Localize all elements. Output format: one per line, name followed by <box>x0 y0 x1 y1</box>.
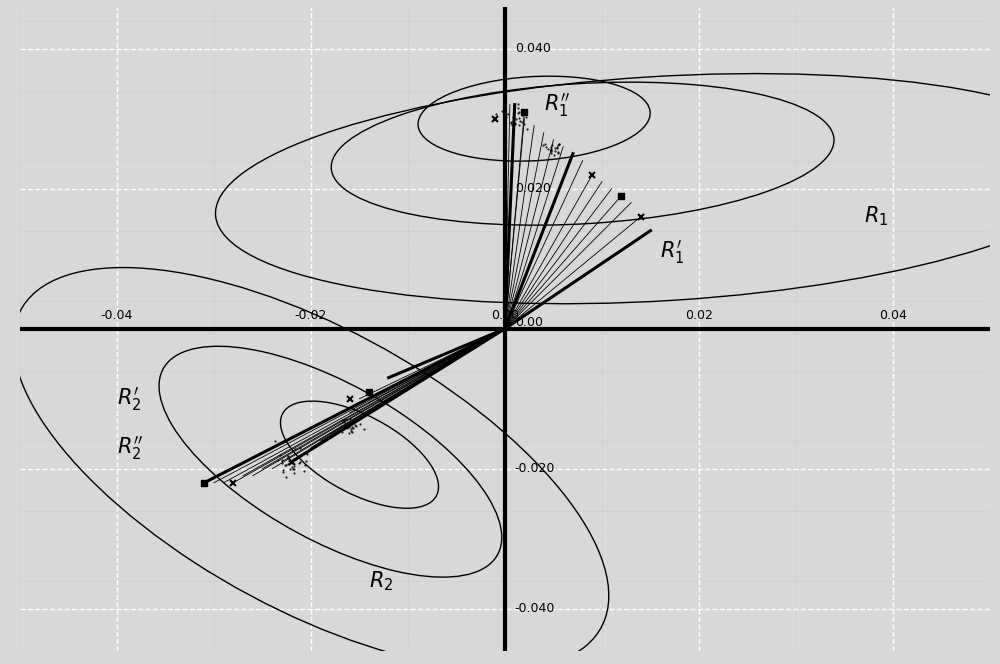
Text: -0.02: -0.02 <box>295 309 327 321</box>
Text: -0.040: -0.040 <box>515 602 555 616</box>
Text: 0.00: 0.00 <box>515 315 543 329</box>
Text: -0.020: -0.020 <box>515 462 555 475</box>
Text: 0.040: 0.040 <box>515 42 551 55</box>
Text: $R_2'$: $R_2'$ <box>117 384 141 413</box>
Text: $R_2$: $R_2$ <box>369 569 394 592</box>
Text: $R_1'$: $R_1'$ <box>660 238 685 266</box>
Text: $R_1$: $R_1$ <box>864 205 888 228</box>
Text: 0.02: 0.02 <box>685 309 713 321</box>
Text: 0.04: 0.04 <box>879 309 907 321</box>
Text: 0.020: 0.020 <box>515 182 551 195</box>
Text: $R_1''$: $R_1''$ <box>544 91 570 119</box>
Text: 0.00: 0.00 <box>491 309 519 321</box>
Text: -0.04: -0.04 <box>101 309 133 321</box>
Text: $R_2''$: $R_2''$ <box>117 434 143 461</box>
